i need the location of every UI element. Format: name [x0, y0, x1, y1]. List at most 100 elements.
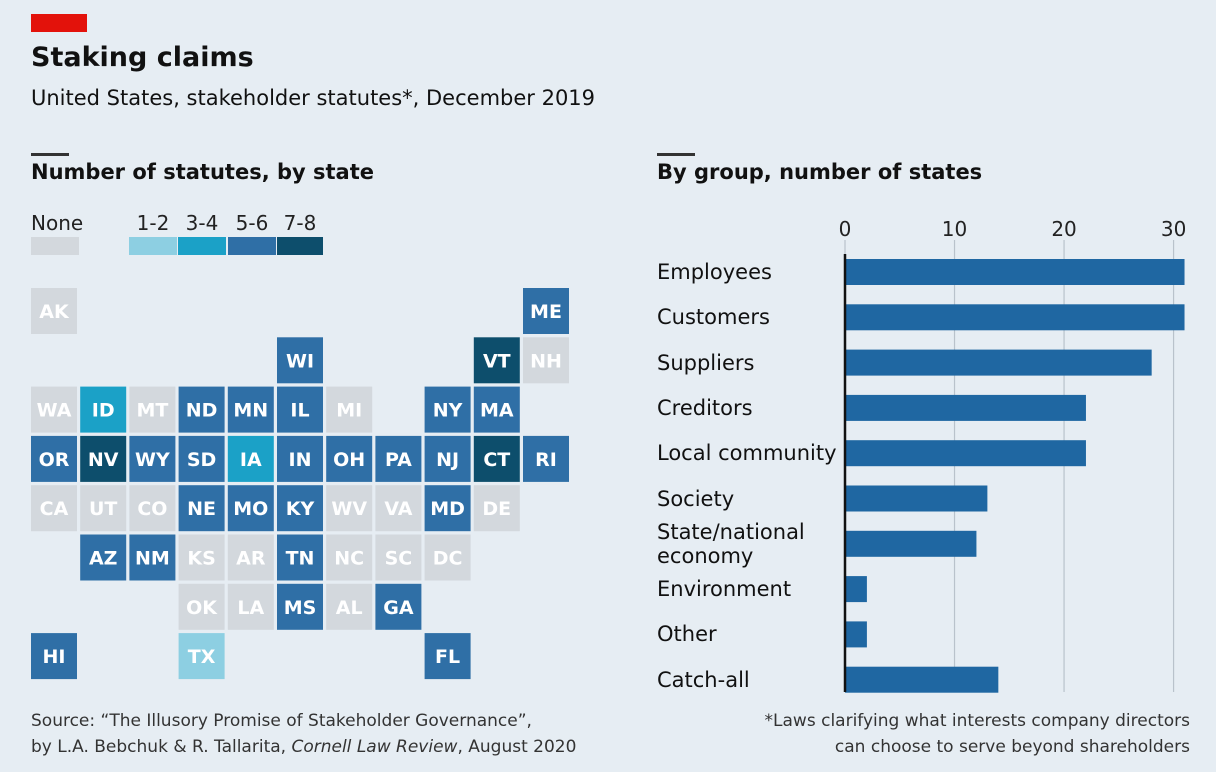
- state-label: VT: [483, 350, 511, 372]
- state-tile: [326, 583, 373, 630]
- bar: [845, 440, 1086, 467]
- state-label: IA: [240, 449, 262, 471]
- state-label: FL: [435, 646, 460, 668]
- source-journal: Cornell Law Review: [291, 737, 458, 757]
- state-tile: [277, 534, 323, 581]
- state-tile: [326, 435, 373, 482]
- note-line: *Laws clarifying what interests company …: [764, 711, 1190, 731]
- state-label: OK: [186, 597, 218, 619]
- bar: [845, 576, 867, 603]
- state-label: MD: [430, 498, 465, 520]
- category-label: Creditors: [657, 395, 753, 420]
- state-label: PA: [385, 449, 412, 471]
- state-tile: [129, 485, 176, 532]
- brand-bar: [31, 14, 87, 32]
- x-tick-label: 10: [942, 217, 967, 241]
- state-tile: [227, 435, 274, 482]
- subtitle: United States, stakeholder statutes*, De…: [31, 86, 596, 110]
- legend-swatch: [178, 237, 226, 255]
- state-tile: [129, 386, 176, 433]
- state-tile: [31, 435, 77, 482]
- state-tile: [326, 534, 373, 581]
- state-label: CT: [483, 449, 510, 471]
- state-tile: [473, 386, 520, 433]
- state-tile: [375, 485, 422, 532]
- state-label: CO: [137, 498, 167, 520]
- state-label: HI: [43, 646, 66, 668]
- state-label: CA: [40, 498, 69, 520]
- state-label: ME: [530, 301, 562, 323]
- state-label: LA: [237, 597, 264, 619]
- state-label: GA: [383, 597, 414, 619]
- state-label: OH: [333, 449, 365, 471]
- state-label: WI: [286, 350, 314, 372]
- state-tile: [178, 534, 225, 581]
- bar: [845, 485, 988, 512]
- source-line: , August 2020: [457, 737, 577, 757]
- state-label: MN: [233, 400, 268, 422]
- state-label: DE: [482, 498, 511, 520]
- category-label: Suppliers: [657, 350, 755, 375]
- source-line: by L.A. Bebchuk & R. Tallarita,: [31, 737, 292, 757]
- state-tile: [277, 485, 323, 532]
- state-label: MS: [284, 597, 317, 619]
- footnote: *Laws clarifying what interests company …: [765, 708, 1190, 760]
- state-tile: [227, 534, 274, 581]
- state-tile: [129, 435, 176, 482]
- bar-title: By group, number of states: [657, 160, 983, 184]
- source: Source: “The Illusory Promise of Stakeho…: [31, 708, 576, 760]
- state-tile: [31, 633, 77, 680]
- state-label: AZ: [89, 548, 117, 570]
- category-label: Society: [657, 486, 735, 511]
- x-tick-label: 20: [1051, 217, 1076, 241]
- state-tile: [473, 485, 520, 532]
- bar: [845, 304, 1185, 331]
- legend-swatch: [277, 237, 323, 255]
- state-label: NJ: [436, 449, 459, 471]
- state-label: MA: [480, 400, 514, 422]
- state-tile: [227, 485, 274, 532]
- state-label: ID: [92, 400, 115, 422]
- state-label: WA: [37, 400, 72, 422]
- state-label: IN: [289, 449, 312, 471]
- state-label: NM: [135, 548, 170, 570]
- bar: [845, 259, 1185, 285]
- state-tile: [424, 386, 471, 433]
- state-label: ND: [186, 400, 218, 422]
- legend-swatch: [31, 237, 79, 255]
- state-tile: [326, 386, 373, 433]
- state-label: IL: [290, 400, 309, 422]
- state-tile: [375, 583, 422, 630]
- legend-swatch: [228, 237, 276, 255]
- state-tile: [523, 435, 569, 482]
- state-label: NY: [433, 400, 463, 422]
- state-label: NH: [530, 350, 562, 372]
- state-tile: [31, 485, 77, 532]
- bar: [845, 621, 867, 648]
- state-tile: [277, 337, 323, 384]
- state-tile: [375, 435, 422, 482]
- state-tile: [178, 485, 225, 532]
- bar: [845, 349, 1152, 376]
- legend-label: 7-8: [284, 211, 317, 235]
- state-tile: [424, 485, 471, 532]
- state-tile: [31, 386, 77, 433]
- state-label: NC: [334, 548, 364, 570]
- state-label: DC: [433, 548, 463, 570]
- state-tile: [178, 435, 225, 482]
- state-label: MI: [336, 400, 362, 422]
- state-tile: [277, 386, 323, 433]
- category-label: Customers: [657, 305, 770, 330]
- state-label: MT: [136, 400, 168, 422]
- state-tile: [80, 435, 127, 482]
- state-label: AR: [236, 548, 266, 570]
- bar: [845, 394, 1086, 421]
- state-label: SC: [385, 548, 413, 570]
- state-tile: [473, 337, 520, 384]
- x-tick-label: 30: [1161, 217, 1186, 241]
- category-label: Other: [657, 622, 717, 647]
- legend-swatch: [129, 237, 177, 255]
- state-tile: [178, 583, 225, 630]
